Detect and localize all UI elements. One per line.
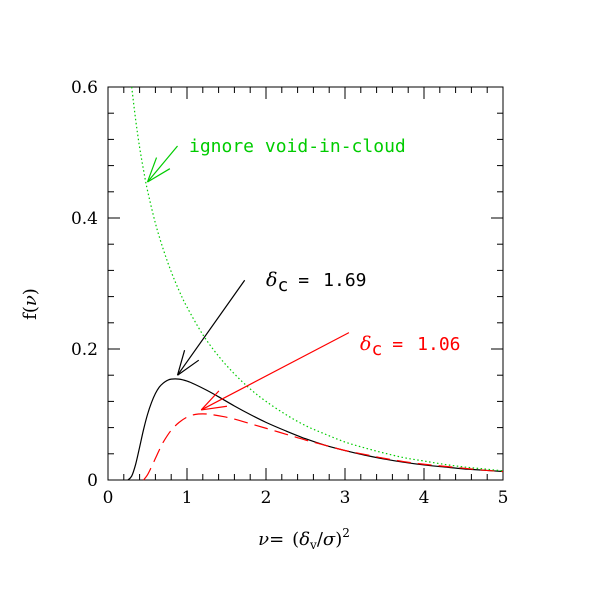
annotation-label-delta-169-label-delta: δ [266,269,277,291]
annotation-arrow [176,279,246,376]
annotation-label-delta-106-label-eq: = [392,334,403,355]
x-axis-label-close: ) [335,529,342,550]
plot-area: 0 1 2 3 4 5 0 0.2 0.4 0.6 [71,78,508,508]
x-axis-label-slash: / [317,529,324,550]
arrow-head [176,350,186,376]
y-tick-label: 0.4 [71,209,98,229]
annotation-label-delta-106-label-value: 1.06 [417,334,460,355]
x-axis-label-delta: δ [299,529,310,550]
x-tick-label: 3 [340,488,351,508]
x-axis-label-open: ( [292,529,299,550]
series-layer [127,86,504,481]
x-axis-label: ν= (δv/σ)2 [258,526,350,552]
y-axis-label-func: f( [20,306,41,320]
x-tick-label: 2 [261,488,272,508]
annotation-label-delta-169-label-sub: c [277,275,288,296]
series-line-solid [127,378,504,481]
x-axis-label-power: 2 [342,526,350,540]
annotation-label-delta-169: δc = 1.69 [266,269,367,296]
arrow-head [201,405,228,411]
x-tick-label: 5 [498,488,509,508]
arrow-head [147,168,171,183]
annotation-label-delta-106: δc = 1.06 [360,333,461,360]
plot-frame [107,86,504,481]
arrow-head [177,359,200,376]
x-tick-label: 1 [182,488,193,508]
x-axis-label-sigma: σ [323,529,336,550]
series-line-dashed [143,413,504,481]
arrow-head [200,390,220,411]
annotation-label-void-in-cloud: ignore void-in-cloud [189,136,406,157]
y-tick-label: 0.2 [71,340,98,360]
y-axis-label-close: ) [20,288,41,295]
x-axis-label-delta-sub: v [309,538,317,552]
x-axis-label-prefix: ν= [258,529,284,550]
annotation-arrow [146,145,178,183]
arrow-head [146,157,158,183]
y-tick-label: 0 [87,471,98,491]
annotation-label-delta-106-label-sub: c [371,339,382,360]
series-line-dotted [131,86,504,472]
x-tick-label: 0 [103,488,114,508]
y-axis-label-nu: ν [20,295,41,306]
arrow-shaft [147,145,178,183]
arrow-shaft [177,279,246,376]
y-tick-label: 0.6 [71,78,98,98]
arrow-shaft [200,332,350,411]
annotation-label-delta-169-label-eq: = [298,270,309,291]
y-axis-label: f(ν) [20,288,41,320]
annotation-label-delta-169-label-value: 1.69 [323,270,366,291]
annotation-arrow [200,332,350,411]
annotation-label-delta-106-label-delta: δ [360,333,371,355]
x-tick-label: 4 [419,488,430,508]
